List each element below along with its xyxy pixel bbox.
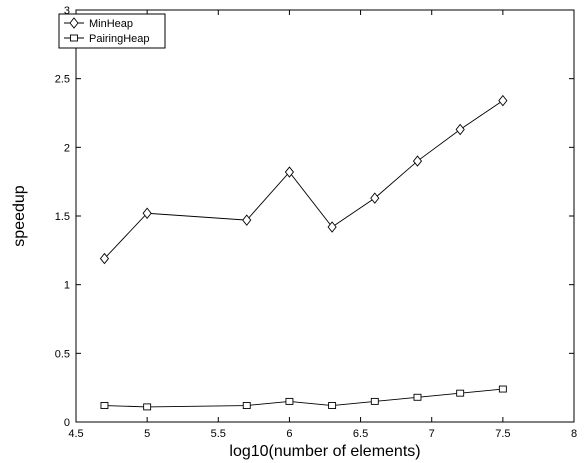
legend-label: MinHeap — [89, 18, 133, 30]
y-tick-label: 0 — [64, 417, 70, 429]
data-point — [242, 214, 252, 226]
data-point — [328, 402, 337, 409]
series-pairingheap — [100, 385, 507, 411]
data-point — [498, 385, 507, 393]
y-tick-label: 2.5 — [55, 74, 70, 86]
plot-area — [75, 9, 575, 423]
legend-marker-square — [70, 34, 78, 42]
x-axis-title: log10(number of elements) — [229, 443, 420, 460]
x-tick-label: 7.5 — [495, 428, 510, 440]
data-point — [284, 166, 295, 178]
legend-label: PairingHeap — [89, 33, 150, 45]
series-lines — [99, 94, 508, 411]
y-axis-title: speedup — [11, 185, 28, 246]
data-point — [99, 252, 110, 265]
legend-box — [58, 13, 166, 49]
data-point — [456, 389, 465, 397]
data-point — [370, 192, 380, 204]
legend: MinHeap PairingHeap — [58, 13, 166, 49]
data-point — [413, 393, 422, 401]
axis-ticks: 4.5 5 5.5 6 6.5 7 7.5 8 0 0.5 1 1.5 2 2.5 3 — [55, 5, 577, 440]
x-tick-label: 7 — [429, 428, 435, 440]
x-tick-label: 8 — [571, 428, 577, 440]
x-tick-label: 5 — [144, 428, 150, 440]
y-tick-label: 1 — [64, 280, 70, 292]
data-point — [412, 155, 423, 167]
series-minheap — [99, 94, 508, 265]
x-tick-label: 5.5 — [211, 428, 226, 440]
x-tick-label: 6.5 — [353, 428, 368, 440]
data-point — [327, 221, 337, 233]
data-point — [285, 397, 294, 405]
y-tick-label: 1.5 — [55, 211, 70, 223]
data-point — [100, 402, 109, 409]
x-tick-label: 6 — [286, 428, 292, 440]
y-tick-label: 3 — [64, 5, 70, 17]
data-point — [498, 94, 508, 107]
y-tick-label: 2 — [64, 142, 70, 154]
data-point — [370, 397, 379, 405]
x-tick-label: 4.5 — [68, 428, 83, 440]
data-point — [143, 403, 152, 411]
data-point — [242, 402, 251, 409]
data-point — [142, 207, 152, 219]
y-tick-label: 0.5 — [55, 348, 70, 360]
data-point — [455, 123, 465, 136]
legend-marker-diamond — [69, 17, 79, 29]
